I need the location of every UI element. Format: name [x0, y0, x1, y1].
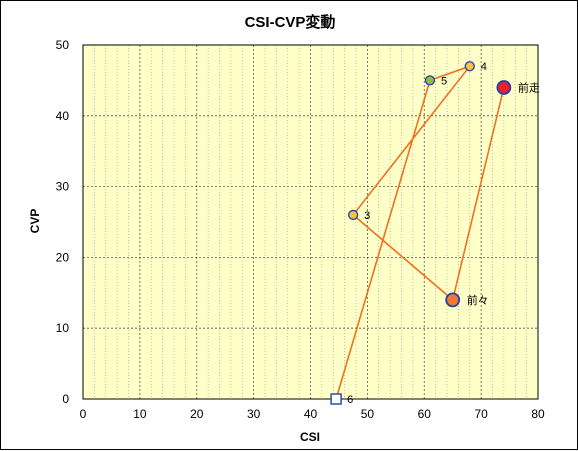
point-label: 5 — [441, 75, 447, 87]
data-point — [496, 80, 512, 95]
chart-title: CSI-CVP変動 — [245, 13, 336, 31]
y-tick-label: 10 — [56, 321, 70, 335]
point-label: 4 — [481, 61, 487, 73]
x-axis-title: CSI — [300, 430, 320, 444]
y-tick-label: 0 — [62, 392, 69, 406]
x-tick-label: 20 — [190, 407, 204, 421]
plot-border — [82, 44, 539, 400]
x-tick-label: 80 — [531, 407, 545, 421]
y-tick-label: 30 — [56, 180, 70, 194]
data-point — [445, 292, 461, 308]
data-point — [464, 61, 475, 72]
y-tick-label: 40 — [56, 109, 70, 123]
series-line — [335, 64, 505, 400]
data-point — [348, 209, 359, 221]
point-label: 前走 — [518, 80, 540, 94]
y-tick-label: 50 — [56, 38, 70, 52]
point-label: 前々 — [467, 293, 489, 307]
y-axis-title: CVP — [28, 209, 42, 234]
x-tick-label: 30 — [247, 407, 261, 421]
x-tick-label: 50 — [361, 407, 375, 421]
x-tick-label: 70 — [474, 407, 488, 421]
y-tick-label: 20 — [56, 250, 70, 264]
x-tick-label: 40 — [304, 407, 318, 421]
data-point — [330, 393, 342, 405]
point-label: 6 — [347, 394, 353, 406]
point-label: 3 — [364, 210, 370, 222]
x-tick-label: 60 — [418, 407, 432, 421]
x-tick-label: 0 — [80, 407, 87, 421]
x-tick-label: 10 — [133, 407, 147, 421]
data-point — [424, 75, 436, 86]
